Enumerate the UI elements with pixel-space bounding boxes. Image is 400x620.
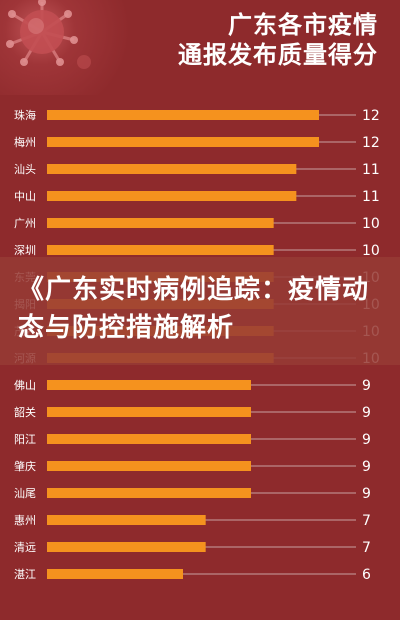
bar xyxy=(47,245,274,255)
chart-title-line2: 通报发布质量得分 xyxy=(178,41,378,69)
bar xyxy=(47,434,251,444)
bar xyxy=(47,191,297,201)
value-label: 7 xyxy=(362,540,371,556)
bar xyxy=(47,218,274,228)
value-label: 10 xyxy=(362,243,380,259)
value-label: 11 xyxy=(362,162,380,178)
category-label: 汕头 xyxy=(14,163,36,176)
category-label: 阳江 xyxy=(14,433,36,446)
category-label: 广州 xyxy=(14,217,36,230)
value-label: 9 xyxy=(362,459,371,475)
value-label: 10 xyxy=(362,216,380,232)
value-label: 9 xyxy=(362,486,371,502)
bar xyxy=(47,380,251,390)
chart-title-line1: 广东各市疫情 xyxy=(228,11,378,39)
category-label: 清远 xyxy=(14,541,36,554)
value-label: 12 xyxy=(362,135,380,151)
bar xyxy=(47,515,206,525)
bar xyxy=(47,461,251,471)
category-label: 肇庆 xyxy=(14,459,36,473)
article-title[interactable]: 《广东实时病例追踪：疫情动态与防控措施解析 xyxy=(18,275,370,343)
value-label: 9 xyxy=(362,432,371,448)
value-label: 9 xyxy=(362,405,371,421)
bar xyxy=(47,488,251,498)
bar xyxy=(47,137,319,147)
value-label: 6 xyxy=(362,567,371,583)
bar xyxy=(47,542,206,552)
category-label: 中山 xyxy=(14,190,36,203)
bar xyxy=(47,110,319,120)
category-label: 珠海 xyxy=(14,108,36,122)
value-label: 11 xyxy=(362,189,380,205)
article-banner: 《广东实时病例追踪：疫情动态与防控措施解析 xyxy=(0,257,400,365)
category-label: 深圳 xyxy=(14,244,36,257)
bar xyxy=(47,407,251,417)
category-label: 韶关 xyxy=(14,405,36,419)
header: 广东各市疫情 通报发布质量得分 xyxy=(0,0,400,95)
value-label: 9 xyxy=(362,378,371,394)
bar xyxy=(47,569,183,579)
category-label: 佛山 xyxy=(14,379,36,392)
category-label: 汕尾 xyxy=(14,487,36,500)
category-label: 惠州 xyxy=(14,513,36,527)
category-label: 梅州 xyxy=(14,135,36,149)
value-label: 12 xyxy=(362,108,380,124)
bar xyxy=(47,164,297,174)
category-label: 湛江 xyxy=(14,568,36,581)
virus-icon xyxy=(6,0,91,69)
value-label: 7 xyxy=(362,513,371,529)
